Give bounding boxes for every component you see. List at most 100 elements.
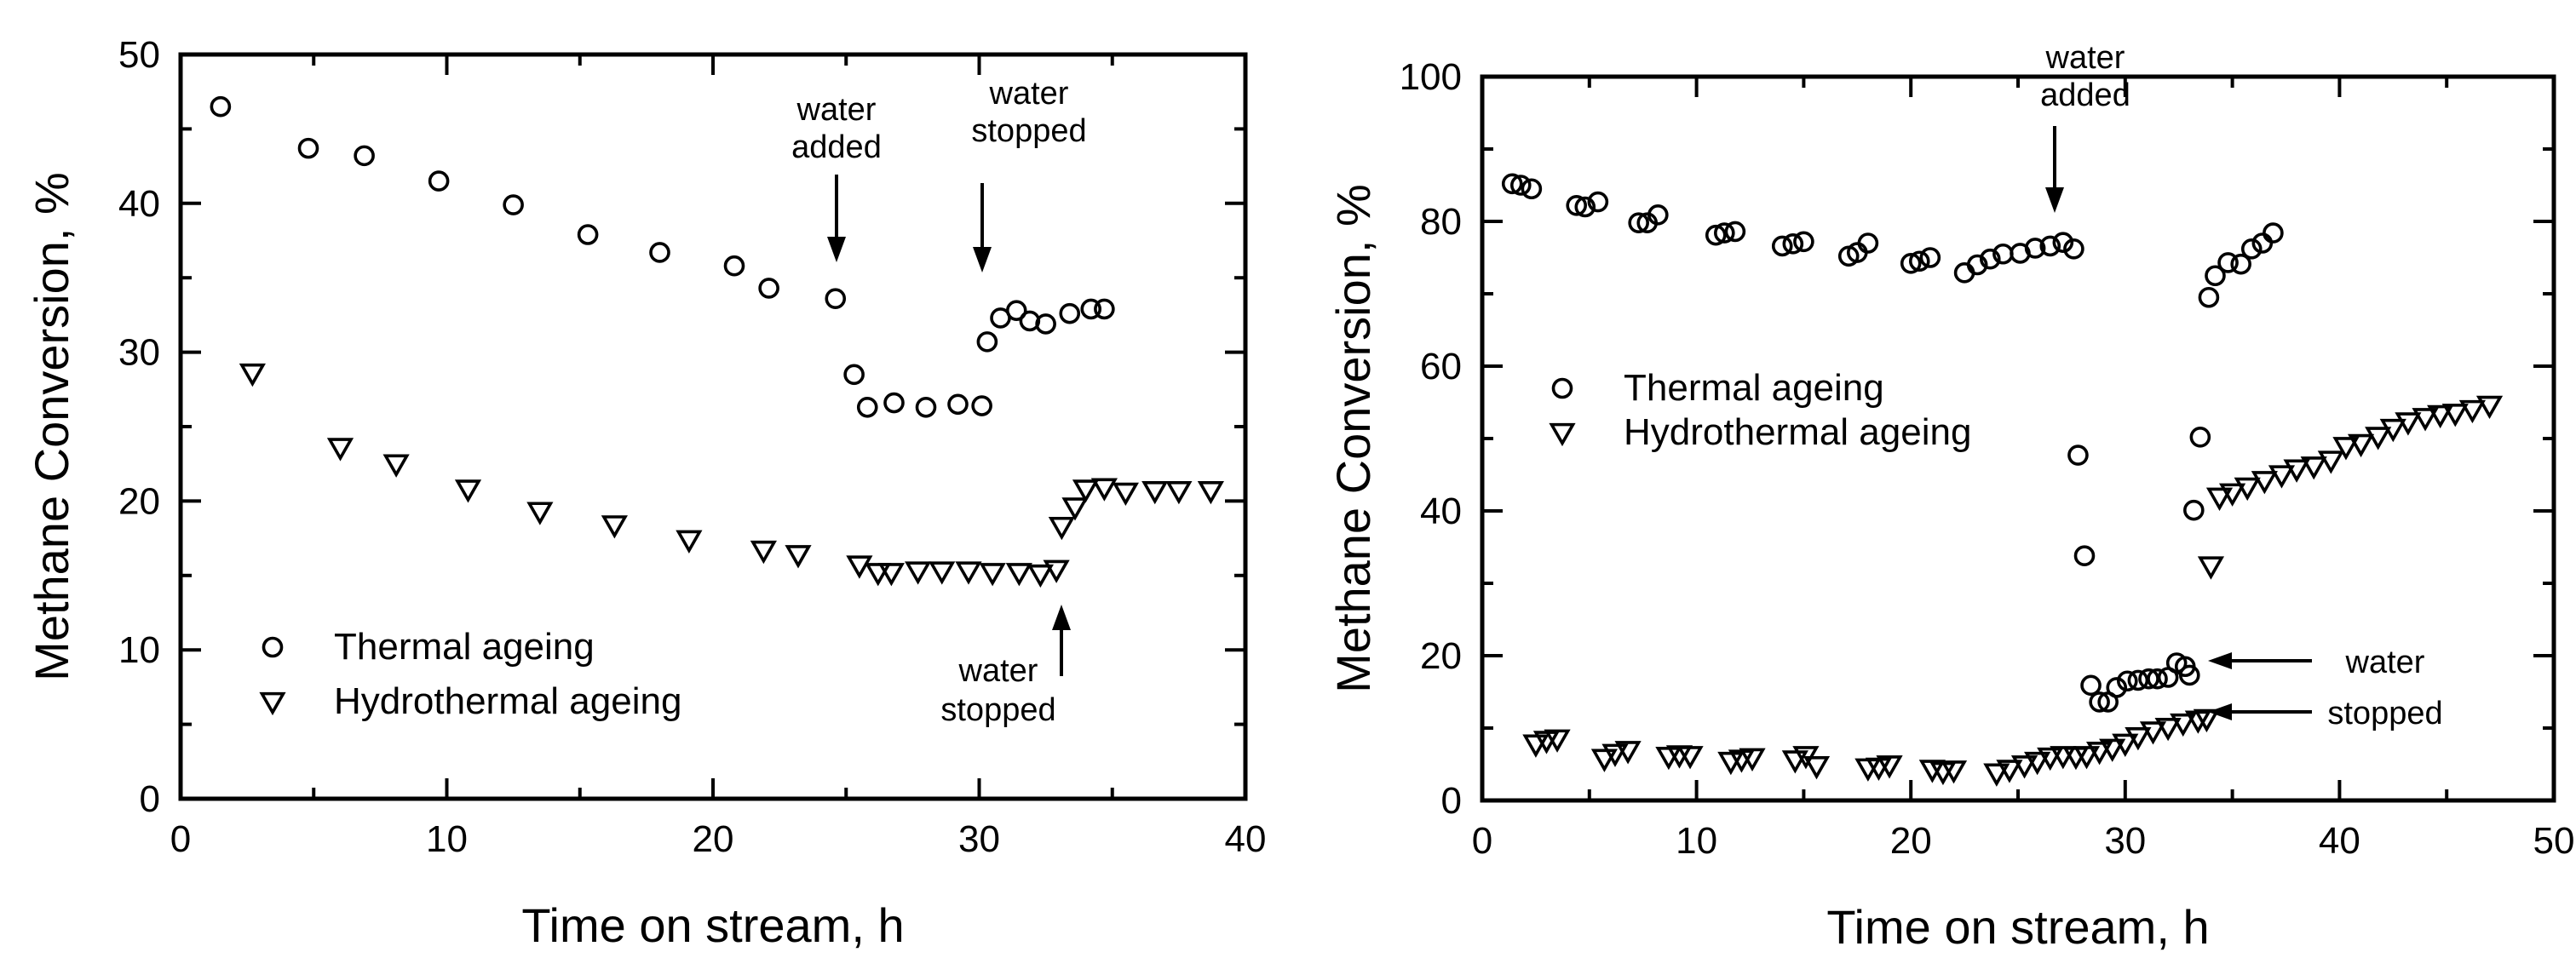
data-point <box>2441 404 2469 427</box>
data-point <box>354 145 375 167</box>
data-point <box>2205 265 2226 287</box>
data-point <box>825 288 847 309</box>
x-tick-label: 0 <box>170 818 191 860</box>
data-point <box>2052 232 2074 253</box>
series-triangle-down <box>1522 395 2504 787</box>
data-point <box>1059 302 1081 324</box>
data-point <box>1061 497 1089 521</box>
annotation-label: water <box>989 76 1069 112</box>
x-axis-title: Time on stream, h <box>521 898 904 952</box>
data-point <box>2154 717 2182 742</box>
legend-marker <box>259 691 286 716</box>
x-tick-label: 20 <box>693 818 734 860</box>
data-point <box>2073 746 2101 770</box>
x-tick-label: 40 <box>2319 820 2360 862</box>
data-point <box>1876 755 1903 779</box>
data-point <box>846 555 873 579</box>
y-tick-label: 40 <box>118 183 160 225</box>
data-point <box>297 137 319 159</box>
data-point <box>1900 252 1922 274</box>
annotation: water <box>2208 645 2425 680</box>
data-point <box>2427 404 2454 429</box>
y-tick-label: 20 <box>1420 635 1462 677</box>
data-point <box>1940 760 1968 784</box>
data-point <box>1005 563 1032 587</box>
data-point <box>1919 247 1941 268</box>
legend-label: Thermal ageing <box>1624 367 1884 409</box>
data-point <box>2106 677 2128 698</box>
data-point <box>750 540 777 565</box>
data-point <box>2073 545 2096 567</box>
data-point <box>210 95 232 118</box>
y-tick-label: 20 <box>118 480 160 522</box>
data-point <box>2080 674 2102 697</box>
data-point <box>1908 250 1930 272</box>
data-point <box>905 561 932 585</box>
data-point <box>1781 750 1808 774</box>
legend-marker <box>1551 377 1573 399</box>
data-point <box>1080 298 1102 320</box>
y-tick-label: 30 <box>118 332 160 374</box>
data-point <box>382 454 410 478</box>
data-point <box>2283 459 2310 483</box>
data-point <box>2230 253 2251 275</box>
annotation: stopped <box>2208 696 2443 731</box>
data-point <box>2300 456 2327 480</box>
data-point <box>2050 746 2077 770</box>
data-point <box>2010 755 2038 779</box>
y-tick-label: 100 <box>1400 56 1462 98</box>
annotation-label: stopped <box>940 692 1055 728</box>
data-point <box>2412 408 2439 432</box>
y-tick-label: 80 <box>1420 201 1462 243</box>
x-tick-label: 10 <box>1676 820 1717 862</box>
data-point <box>2347 433 2375 458</box>
data-point <box>843 364 865 386</box>
series-triangle-down <box>239 363 1224 588</box>
annotation-label: added <box>2040 77 2130 113</box>
x-tick-label: 0 <box>1472 820 1492 862</box>
series-circle <box>210 95 1115 418</box>
data-point <box>723 255 745 277</box>
y-axis-title: Methane Conversion, % <box>1326 184 1380 693</box>
legend-label: Hydrothermal ageing <box>334 680 681 722</box>
data-point <box>2251 471 2278 495</box>
data-point <box>1966 254 1988 276</box>
data-point <box>1739 748 1766 771</box>
data-point <box>2217 252 2239 273</box>
y-tick-label: 10 <box>118 629 160 671</box>
x-tick-label: 50 <box>2533 820 2575 862</box>
legend-label: Thermal ageing <box>334 626 595 668</box>
data-point <box>2063 238 2084 260</box>
data-point <box>2193 708 2221 733</box>
data-point <box>971 395 992 416</box>
y-tick-label: 0 <box>1441 780 1462 822</box>
data-point <box>526 502 554 525</box>
data-point <box>1724 221 1746 243</box>
data-point <box>2332 437 2360 461</box>
y-tick-label: 50 <box>118 34 160 76</box>
data-point <box>1857 232 1879 254</box>
legend-label: Hydrothermal ageing <box>1624 411 1971 453</box>
x-tick-label: 10 <box>426 818 468 860</box>
data-point <box>649 242 670 263</box>
data-point <box>2395 412 2422 436</box>
y-axis-title: Methane Conversion, % <box>25 172 78 681</box>
data-point <box>1676 746 1704 770</box>
data-point <box>2037 747 2064 771</box>
data-point <box>1983 763 2010 787</box>
data-point <box>2024 751 2051 776</box>
data-point <box>1566 195 1588 216</box>
data-point <box>1544 729 1571 753</box>
arrow-head <box>2045 187 2064 213</box>
x-tick-label: 20 <box>1890 820 1932 862</box>
data-point <box>976 331 998 353</box>
data-point <box>1035 313 1056 335</box>
data-point <box>503 194 524 215</box>
data-point <box>1094 298 1115 320</box>
x-tick-label: 30 <box>2104 820 2146 862</box>
data-point <box>2365 427 2392 450</box>
chart-left: 0 10 20 30 40 0 10 20 30 40 50 Time on stream, h Met… <box>25 34 1266 952</box>
data-point <box>947 393 969 416</box>
